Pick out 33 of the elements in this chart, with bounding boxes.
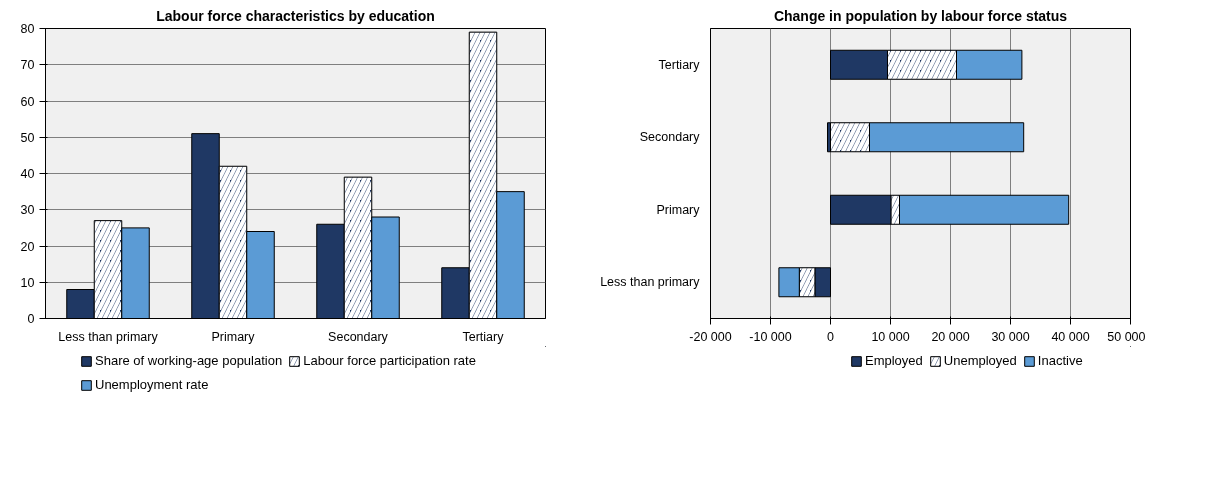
x-tick-label: 50 000 bbox=[1107, 329, 1146, 344]
y-tick-label: 30 bbox=[20, 203, 35, 218]
y-tick-label: 80 bbox=[20, 22, 35, 36]
x-tick-label: Primary bbox=[211, 329, 256, 344]
legend-label: Unemployment rate bbox=[95, 377, 209, 392]
y-tick-label: 40 bbox=[20, 167, 35, 181]
legend-label: Employed bbox=[865, 353, 923, 368]
legend-label: Inactive bbox=[1037, 353, 1083, 368]
x-tick-label: 40 000 bbox=[1051, 329, 1090, 344]
legend-label: Labour force participation rate bbox=[303, 353, 476, 368]
x-tick-label: Tertiary bbox=[462, 329, 505, 344]
y-tick-label: 60 bbox=[20, 94, 35, 109]
x-tick-label: 10 000 bbox=[871, 329, 910, 344]
x-tick-label: Secondary bbox=[328, 329, 389, 344]
y-tick-label: Less than primary bbox=[600, 275, 701, 290]
y-tick-label: 50 bbox=[20, 130, 35, 145]
y-tick-label: Secondary bbox=[639, 130, 701, 145]
y-tick-label: 70 bbox=[20, 58, 35, 73]
x-tick-label: -20 000 bbox=[689, 329, 732, 344]
chart-title: Labour force characteristics by education bbox=[156, 7, 435, 24]
y-tick-label: 0 bbox=[27, 312, 35, 326]
x-tick-label: -10 000 bbox=[749, 329, 792, 344]
x-tick-label: 30 000 bbox=[991, 329, 1030, 344]
x-tick-label: 0 bbox=[827, 329, 835, 344]
legend-label: Share of working-age population bbox=[95, 353, 283, 368]
chart-title: Change in population by labour force status bbox=[773, 7, 1068, 24]
y-tick-label: Tertiary bbox=[658, 57, 701, 72]
legend-label: Unemployed bbox=[943, 353, 1017, 368]
x-tick-label: 20 000 bbox=[931, 329, 970, 344]
x-tick-label: Less than primary bbox=[58, 329, 159, 344]
y-tick-label: Primary bbox=[656, 202, 701, 217]
y-tick-label: 20 bbox=[20, 239, 35, 254]
y-tick-label: 10 bbox=[20, 275, 35, 290]
